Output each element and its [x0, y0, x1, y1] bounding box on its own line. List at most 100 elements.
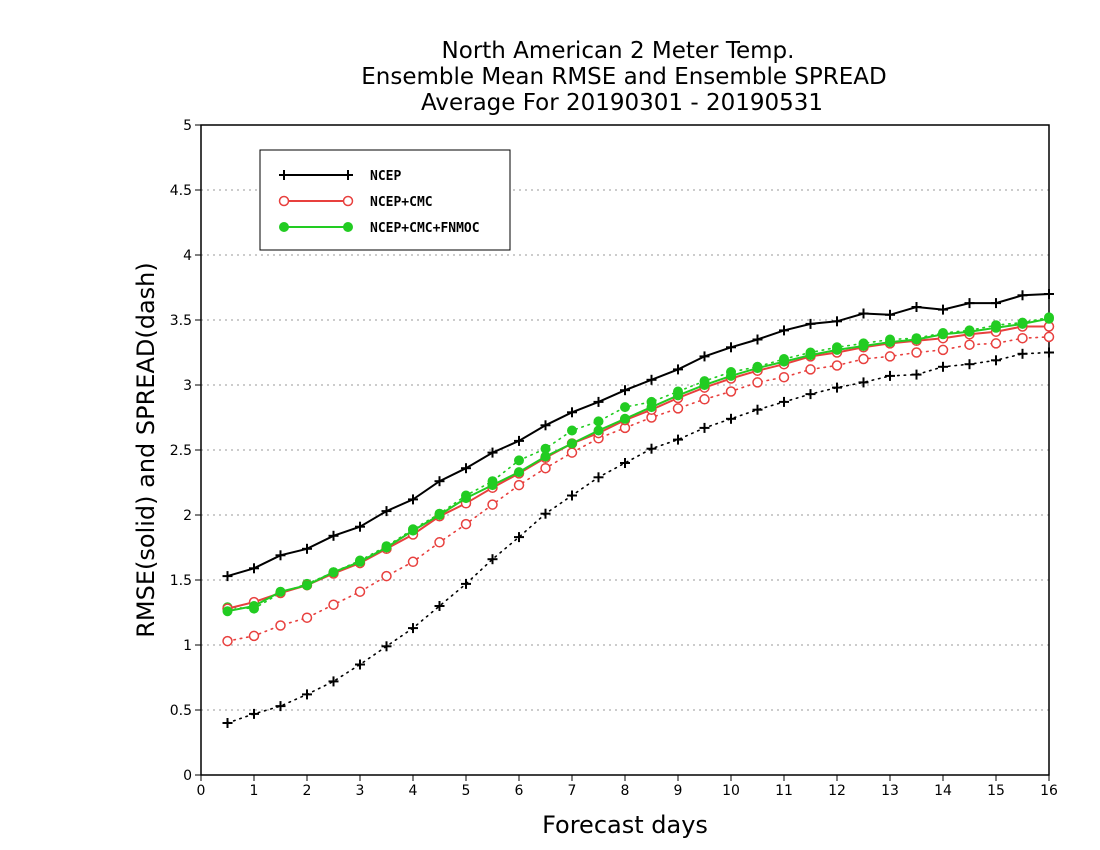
spread-point-ncep: [726, 413, 736, 424]
spread-point-ncep: [805, 389, 816, 400]
rmse-point-ncep-cmc-fnmoc: [964, 326, 975, 337]
spread-point-ncep-cmc: [858, 353, 869, 365]
spread-point-ncep: [673, 434, 683, 445]
rmse-point-ncep-cmc-fnmoc: [620, 413, 630, 424]
spread-point-ncep: [938, 361, 948, 372]
x-tick-label: 2: [303, 783, 312, 799]
spread-point-ncep: [540, 508, 551, 519]
rmse-point-ncep-cmc-fnmoc: [487, 480, 498, 491]
legend-marker: [279, 170, 289, 180]
spread-point-ncep-cmc: [381, 570, 392, 582]
rmse-point-ncep-cmc-fnmoc: [646, 402, 657, 413]
rmse-point-ncep-cmc-fnmoc: [249, 601, 259, 611]
spread-point-ncep: [911, 369, 922, 380]
x-tick-label: 10: [722, 783, 740, 799]
spread-point-ncep-cmc: [752, 377, 763, 388]
rmse-point-ncep: [408, 494, 418, 505]
spread-point-ncep-cmc: [805, 364, 816, 375]
x-tick-label: 9: [674, 783, 683, 799]
rmse-point-ncep: [673, 364, 683, 375]
series-ncep-cmc-fnmoc-rmse: [222, 313, 1054, 617]
x-tick-label: 11: [775, 783, 793, 799]
rmse-point-ncep-cmc-fnmoc: [461, 493, 471, 504]
rmse-point-ncep: [249, 563, 259, 574]
legend: NCEP NCEP+CMC NCEP+CMC+FNMOC: [259, 149, 511, 251]
series-ncep-spread: [222, 347, 1054, 728]
y-axis-title: RMSE(solid) and SPREAD(dash): [132, 262, 160, 638]
spread-point-ncep: [249, 708, 259, 719]
spread-point-ncep: [434, 601, 445, 611]
spread-line-ncep: [226, 351, 1050, 724]
rmse-point-ncep: [646, 374, 657, 385]
y-tick-label: 4.5: [170, 183, 192, 199]
y-tick-label: 3.5: [170, 313, 192, 329]
rmse-point-ncep: [699, 351, 710, 362]
spread-point-ncep: [461, 578, 471, 589]
spread-point-ncep-cmc: [513, 479, 525, 491]
legend-item-ncep-cmc: NCEP+CMC: [278, 195, 433, 210]
legend-label: NCEP: [370, 169, 401, 184]
spread-point-ncep-cmc: [434, 537, 445, 548]
spread-point-ncep-cmc-fnmoc: [514, 455, 524, 466]
legend-marker: [342, 195, 354, 207]
rmse-point-ncep-cmc-fnmoc: [805, 350, 816, 361]
spread-point-ncep-cmc: [725, 386, 737, 397]
rmse-point-ncep: [1017, 290, 1028, 301]
x-axis: 0 1 2 3 4 5 6 7 8 9 10 11 12 13 14 15 16: [197, 775, 1058, 799]
rmse-point-ncep-cmc-fnmoc: [911, 334, 922, 345]
rmse-point-ncep-cmc-fnmoc: [832, 344, 842, 355]
spread-point-ncep: [275, 701, 286, 712]
rmse-point-ncep-cmc-fnmoc: [328, 567, 339, 578]
x-tick-label: 1: [250, 783, 259, 799]
rmse-point-ncep: [461, 463, 471, 474]
rmse-point-ncep: [726, 342, 736, 353]
rmse-point-ncep-cmc-fnmoc: [885, 337, 895, 348]
legend-box: [259, 149, 511, 251]
spread-point-ncep: [408, 623, 418, 634]
series-ncep-cmc-spread: [222, 331, 1055, 647]
x-tick-label: 3: [356, 783, 365, 799]
x-tick-label: 8: [621, 783, 630, 799]
spread-point-ncep-cmc: [248, 630, 260, 642]
spread-point-ncep-cmc: [301, 612, 313, 623]
spread-point-ncep: [752, 404, 763, 415]
rmse-point-ncep: [779, 325, 789, 336]
spread-point-ncep-cmc: [911, 347, 922, 358]
spread-point-ncep-cmc-fnmoc: [593, 416, 604, 427]
spread-point-ncep-cmc: [990, 338, 1002, 349]
rmse-point-ncep-cmc-fnmoc: [434, 510, 445, 520]
spread-point-ncep: [832, 382, 842, 393]
rmse-point-ncep: [593, 396, 604, 407]
rmse-point-ncep-cmc-fnmoc: [567, 438, 577, 449]
rmse-point-ncep: [222, 571, 233, 582]
rmse-point-ncep: [620, 385, 630, 396]
spread-point-ncep: [646, 443, 657, 454]
rmse-line-ncep: [227, 293, 1050, 578]
spread-point-ncep: [302, 689, 312, 700]
rmse-point-ncep: [567, 407, 577, 418]
spread-point-ncep: [620, 458, 630, 468]
rmse-point-ncep: [302, 543, 312, 554]
rmse-point-ncep-cmc-fnmoc: [514, 467, 524, 478]
x-tick-label: 12: [828, 783, 846, 799]
rmse-point-ncep: [381, 506, 392, 517]
spread-point-ncep-cmc: [328, 599, 339, 610]
legend-item-ncep-cmc-fnmoc: NCEP+CMC+FNMOC: [279, 221, 480, 236]
rmse-point-ncep: [328, 530, 339, 541]
x-tick-label: 5: [462, 783, 471, 799]
rmse-point-ncep: [514, 435, 524, 446]
rmse-point-ncep: [275, 550, 286, 561]
y-tick-label: 1.5: [170, 573, 192, 589]
spread-point-ncep-cmc-fnmoc: [620, 402, 630, 413]
spread-line-ncep-cmc: [226, 336, 1050, 642]
rmse-point-ncep-cmc-fnmoc: [408, 525, 418, 536]
gridlines: [201, 189, 1049, 711]
rmse-point-ncep-cmc-fnmoc: [540, 451, 551, 462]
spread-point-ncep: [858, 377, 869, 388]
spread-point-ncep: [699, 422, 710, 433]
x-tick-label: 7: [568, 783, 577, 799]
spread-point-ncep: [885, 370, 895, 381]
rmse-point-ncep: [1044, 289, 1054, 299]
rmse-point-ncep: [540, 420, 551, 431]
